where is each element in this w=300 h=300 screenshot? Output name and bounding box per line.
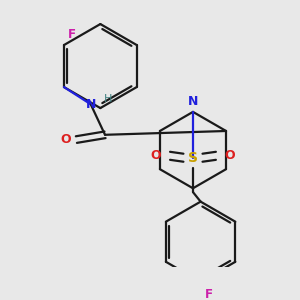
Text: F: F: [68, 28, 76, 41]
Text: N: N: [188, 95, 198, 108]
Text: N: N: [85, 98, 96, 111]
Text: S: S: [188, 151, 198, 165]
Text: H: H: [104, 94, 112, 104]
Text: O: O: [60, 133, 70, 146]
Text: O: O: [224, 149, 235, 162]
Text: F: F: [204, 288, 212, 300]
Text: O: O: [151, 149, 161, 162]
